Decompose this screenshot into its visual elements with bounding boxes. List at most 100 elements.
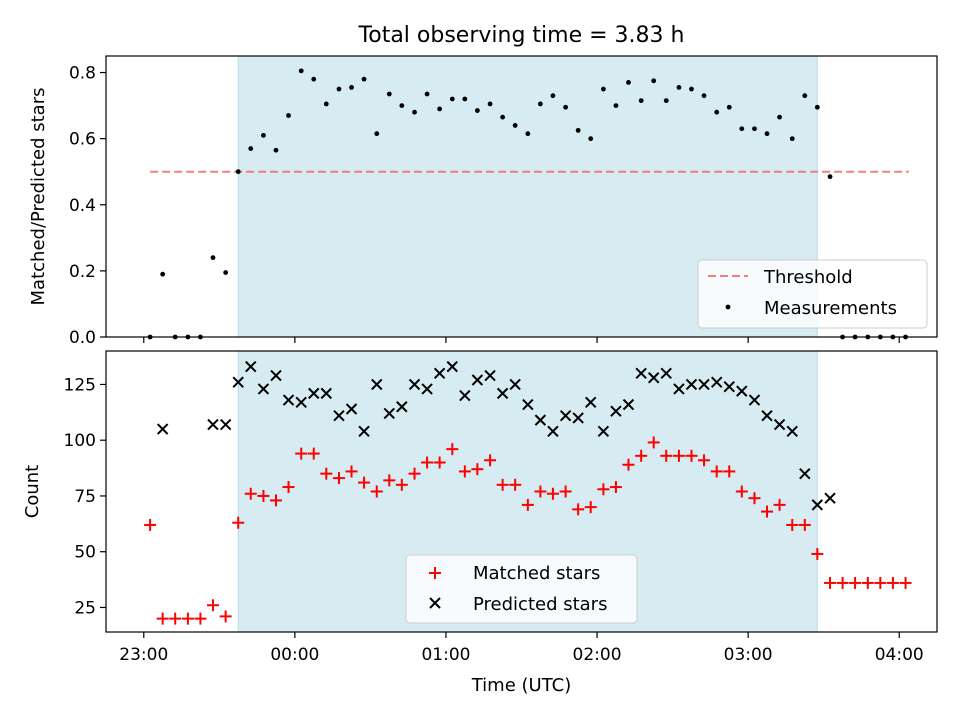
measurement-point bbox=[714, 109, 720, 115]
matched-star-point bbox=[761, 505, 774, 518]
predicted-star-point bbox=[282, 394, 295, 406]
matched-star-point bbox=[559, 485, 572, 498]
matched-star-point bbox=[358, 476, 371, 489]
matched-star-point bbox=[811, 547, 824, 560]
top-y-tick-label: 0.4 bbox=[69, 196, 96, 216]
measurement-point bbox=[399, 103, 405, 108]
measurement-point bbox=[701, 93, 707, 99]
predicted-star-point bbox=[295, 396, 307, 409]
matched-star-point bbox=[647, 436, 660, 449]
measurement-point bbox=[474, 108, 480, 113]
measurement-point bbox=[575, 127, 581, 133]
measurement-point bbox=[600, 86, 606, 92]
top-legend: Threshold Measurements bbox=[697, 259, 928, 329]
top-axes-frame bbox=[105, 55, 938, 338]
measurement-point bbox=[374, 131, 380, 137]
measurement-point bbox=[462, 96, 468, 102]
matched-star-point bbox=[370, 485, 383, 498]
predicted-star-point bbox=[270, 369, 282, 382]
measurement-point bbox=[386, 91, 392, 97]
legend-threshold-label: Threshold bbox=[763, 267, 853, 288]
top-legend-box bbox=[697, 259, 928, 329]
matched-star-point bbox=[597, 483, 610, 496]
legend-matched-label: Matched stars bbox=[473, 563, 600, 584]
matched-star-point bbox=[471, 463, 484, 476]
matched-star-point bbox=[169, 612, 182, 625]
matched-star-point bbox=[345, 465, 358, 478]
predicted-star-point bbox=[698, 378, 710, 391]
matched-star-point bbox=[257, 489, 270, 502]
predicted-star-point bbox=[635, 367, 647, 380]
measurement-point bbox=[323, 101, 329, 107]
predicted-star-point bbox=[408, 378, 421, 391]
measurement-point bbox=[676, 85, 682, 90]
predicted-star-point bbox=[156, 423, 169, 435]
measurement-point bbox=[563, 104, 569, 110]
measurement-point bbox=[487, 101, 493, 107]
top-y-tick-label: 0.8 bbox=[69, 64, 96, 84]
predicted-star-point bbox=[219, 418, 232, 431]
measurement-point bbox=[223, 270, 229, 275]
matched-star-point bbox=[332, 472, 345, 485]
predicted-star-point bbox=[232, 376, 244, 388]
measurement-point bbox=[588, 136, 594, 142]
x-tick-label: 23:00 bbox=[119, 645, 168, 665]
predicted-star-point bbox=[320, 387, 332, 400]
measurement-point bbox=[663, 98, 669, 104]
matched-star-point bbox=[458, 465, 471, 478]
matched-star-point bbox=[660, 449, 673, 462]
predicted-star-point bbox=[509, 378, 521, 391]
matched-star-point bbox=[773, 498, 786, 511]
bottom-legend: Matched stars Predicted stars bbox=[405, 554, 638, 624]
matched-star-point bbox=[798, 518, 811, 531]
matched-star-point bbox=[408, 467, 421, 480]
measurement-point bbox=[286, 113, 291, 118]
measurement-point bbox=[739, 126, 745, 132]
measurement-point bbox=[764, 131, 770, 137]
measurement-point bbox=[752, 126, 757, 132]
x-tick-label: 02:00 bbox=[573, 645, 622, 665]
predicted-star-point bbox=[459, 389, 471, 402]
legend-matched-swatch bbox=[429, 567, 441, 579]
measurement-point bbox=[777, 114, 782, 120]
matched-star-point bbox=[509, 478, 522, 491]
matched-star-point bbox=[156, 612, 169, 625]
measurement-point bbox=[311, 76, 317, 82]
matched-star-point bbox=[824, 576, 837, 589]
predicted-star-point bbox=[308, 387, 320, 400]
predicted-star-point bbox=[257, 383, 270, 395]
predicted-star-point bbox=[660, 367, 672, 380]
measurement-point bbox=[449, 96, 455, 102]
measurement-point bbox=[349, 85, 354, 90]
matched-star-point bbox=[307, 447, 320, 460]
measurement-point bbox=[424, 91, 430, 97]
x-tick-label: 00:00 bbox=[270, 645, 319, 665]
predicted-star-point bbox=[433, 367, 446, 380]
measurement-point bbox=[248, 146, 254, 151]
matched-star-point bbox=[836, 576, 849, 589]
predicted-star-point bbox=[396, 401, 408, 413]
bottom-legend-box bbox=[405, 554, 638, 624]
bottom-axes-frame bbox=[105, 350, 938, 633]
predicted-star-point bbox=[484, 369, 496, 382]
predicted-star-point bbox=[597, 425, 610, 437]
matched-star-point bbox=[232, 516, 245, 529]
legend-predicted-swatch bbox=[429, 597, 441, 609]
matched-star-point bbox=[521, 498, 534, 511]
predicted-star-point bbox=[622, 398, 635, 411]
matched-star-point bbox=[433, 456, 446, 469]
measurement-point bbox=[336, 86, 342, 92]
chart-title: Total observing time = 3.83 h bbox=[358, 23, 685, 48]
measurement-point bbox=[160, 271, 166, 277]
top-y-tick-label: 0.2 bbox=[69, 262, 96, 282]
matched-star-point bbox=[849, 576, 862, 589]
matched-star-point bbox=[181, 612, 194, 625]
matched-star-point bbox=[735, 485, 748, 498]
matched-star-point bbox=[194, 612, 207, 625]
matched-star-point bbox=[320, 467, 333, 480]
measurement-point bbox=[827, 174, 833, 180]
predicted-star-point bbox=[446, 360, 459, 373]
measurement-point bbox=[235, 169, 241, 175]
measurement-point bbox=[613, 103, 619, 108]
matched-star-point bbox=[899, 576, 912, 589]
